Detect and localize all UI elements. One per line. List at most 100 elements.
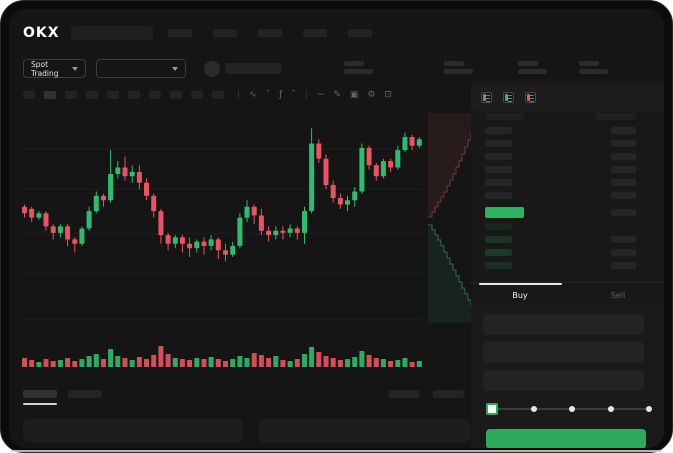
screenshot-icon[interactable]: ▣ (349, 90, 359, 100)
draw-tool-icon[interactable]: ✎ (333, 90, 341, 100)
ticker-stat-placeholder (444, 61, 473, 74)
pair-selector[interactable] (96, 59, 186, 78)
bids-book-icon[interactable] (503, 92, 514, 103)
nav-item-placeholder[interactable] (168, 29, 192, 37)
asks-book-icon[interactable] (525, 92, 536, 103)
order-book-row (485, 140, 512, 147)
order-book-row (611, 192, 636, 199)
order-book-bid-row (485, 223, 512, 230)
volume-chart[interactable] (21, 343, 423, 369)
order-book-row (611, 179, 636, 186)
market-type-label: Spot Trading (31, 59, 59, 78)
order-book-row (485, 127, 512, 134)
chart-tools: | ∿ ˇ ƒ ˇ | ~ ✎ ▣ ⚙ ⊡ (237, 89, 392, 101)
chevron-down-icon[interactable]: ˇ (291, 90, 296, 100)
bottom-action-placeholder[interactable] (389, 390, 419, 398)
order-book-row (611, 140, 636, 147)
chevron-down-icon[interactable]: ˇ (265, 90, 271, 100)
stat-label-placeholder (444, 61, 464, 66)
pair-name-placeholder (225, 63, 281, 74)
percent-slider[interactable] (486, 403, 652, 415)
nav-item-placeholder[interactable] (258, 29, 282, 37)
brand-logo[interactable]: OKX (23, 25, 60, 41)
candlestick-chart[interactable] (21, 111, 423, 333)
buy-submit-button[interactable] (486, 429, 646, 448)
stat-label-placeholder (518, 61, 538, 66)
toolbar-divider: | (304, 90, 308, 100)
order-book-bid-row (485, 249, 512, 256)
slider-stop-1[interactable] (530, 406, 537, 412)
timeframe-button-placeholder[interactable] (23, 91, 35, 99)
timeframe-button-placeholder[interactable] (149, 91, 161, 99)
order-book-row (485, 166, 512, 173)
fullscreen-icon[interactable]: ⊡ (384, 90, 393, 100)
bottom-tab-placeholder[interactable] (68, 390, 102, 398)
last-price-bar[interactable] (485, 207, 524, 218)
timeframe-toolbar (23, 91, 224, 99)
order-book-bid-row (485, 262, 512, 269)
stat-label-placeholder (579, 61, 599, 66)
slider-stop-4[interactable] (646, 406, 652, 412)
indicators-icon[interactable]: ƒ (279, 90, 283, 100)
order-book-row (611, 236, 636, 243)
bottom-tab-underline (23, 403, 57, 405)
amount-input-placeholder[interactable] (483, 342, 644, 363)
chevron-down-icon (72, 66, 78, 71)
nav-item-placeholder[interactable] (213, 29, 237, 37)
timeframe-button-placeholder[interactable] (65, 91, 77, 99)
ticker-stat-placeholder (518, 61, 547, 74)
order-book-row (611, 153, 636, 160)
candle-style-icon[interactable]: ∿ (249, 90, 257, 100)
slider-stop-3[interactable] (607, 406, 614, 412)
order-book-row (485, 179, 512, 186)
timeframe-button-placeholder[interactable] (107, 91, 119, 99)
bottom-content-placeholder (23, 419, 243, 442)
price-input-placeholder[interactable] (483, 314, 644, 335)
nav-item-placeholder[interactable] (348, 29, 372, 37)
settings-gear-icon[interactable]: ⚙ (367, 90, 376, 100)
order-book-row (485, 153, 512, 160)
order-book-row (611, 249, 636, 256)
order-book-row (611, 127, 636, 134)
orderbook-header-placeholder (485, 113, 524, 120)
orderbook-header-placeholder (595, 113, 636, 120)
trading-app: OKX Spot Trading | ∿ ˇ ƒ ˇ | ~ ✎ ▣ ⚙ ⊡ (9, 9, 664, 448)
order-book-row (485, 192, 512, 199)
timeframe-button-placeholder[interactable] (191, 91, 203, 99)
line-tool-icon[interactable]: ~ (316, 90, 325, 100)
stat-value-placeholder (518, 69, 547, 74)
market-type-selector[interactable]: Spot Trading (23, 59, 86, 78)
bottom-tab-active-placeholder[interactable] (23, 390, 57, 398)
tab-buy[interactable]: Buy (471, 283, 569, 305)
slider-stop-2[interactable] (569, 406, 575, 412)
stat-value-placeholder (444, 69, 473, 74)
slider-stop-0[interactable] (486, 403, 498, 415)
tab-sell[interactable]: Sell (610, 291, 626, 300)
order-book-row (611, 262, 636, 269)
order-book-bid-row (485, 236, 512, 243)
timeframe-button-placeholder[interactable] (212, 91, 224, 99)
timeframe-button-placeholder[interactable] (86, 91, 98, 99)
nav-item-placeholder[interactable] (303, 29, 327, 37)
orderbook-view-switch (481, 92, 536, 103)
order-book-row (611, 209, 636, 216)
timeframe-button-placeholder[interactable] (44, 91, 56, 99)
search-placeholder[interactable] (71, 26, 153, 40)
timeframe-button-placeholder[interactable] (170, 91, 182, 99)
trade-side-tabs: Buy Sell (471, 282, 664, 305)
total-input-placeholder[interactable] (483, 370, 644, 391)
top-nav (168, 29, 372, 37)
timeframe-button-placeholder[interactable] (128, 91, 140, 99)
ticker-stat-placeholder (344, 61, 373, 74)
coin-avatar (204, 61, 220, 77)
stat-value-placeholder (344, 69, 373, 74)
combined-book-icon[interactable] (481, 92, 492, 103)
depth-chart[interactable] (426, 113, 478, 323)
stat-label-placeholder (344, 61, 364, 66)
chevron-down-icon (172, 66, 178, 71)
bottom-action-placeholder[interactable] (433, 390, 464, 398)
stat-value-placeholder (579, 69, 608, 74)
ticker-stat-placeholder (579, 61, 608, 74)
